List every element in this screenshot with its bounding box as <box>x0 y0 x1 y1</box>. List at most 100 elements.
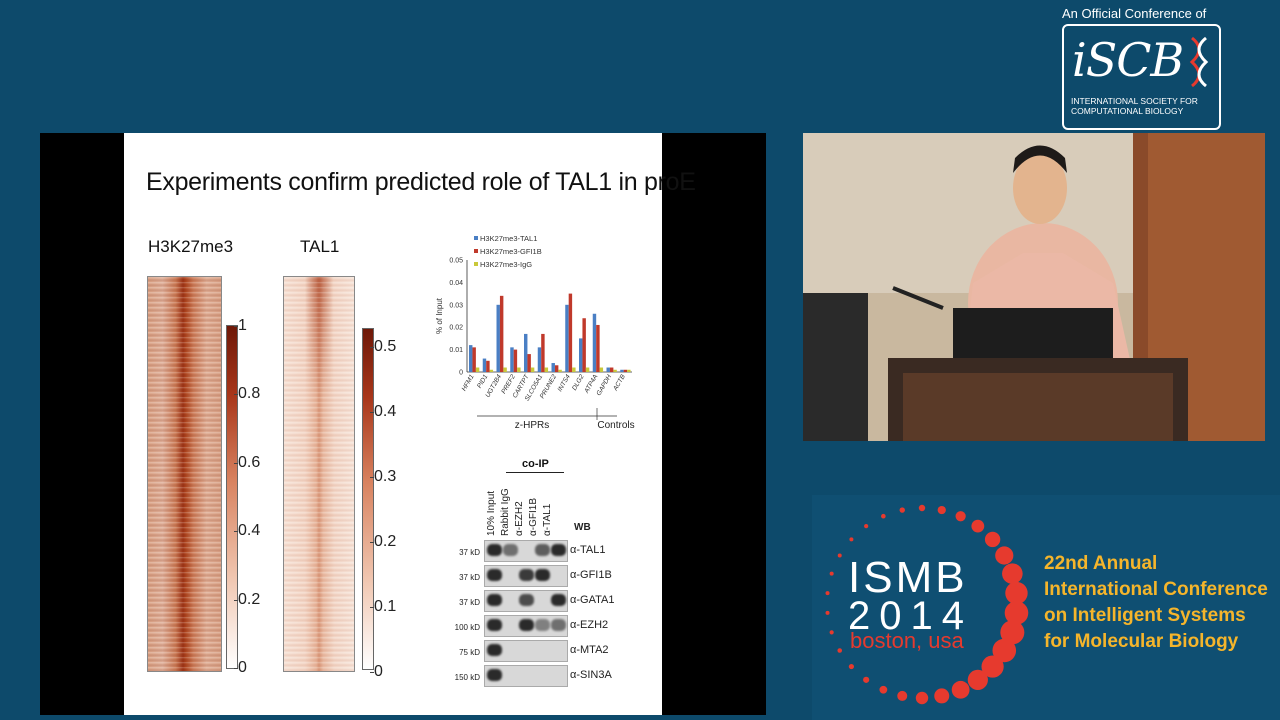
ismb-dot <box>1000 620 1025 645</box>
chart-bar <box>499 295 504 372</box>
heatmap1-label: H3K27me3 <box>148 237 234 256</box>
ismb-dot <box>934 688 950 704</box>
colorbar-tick-mark <box>234 531 238 533</box>
conference-line-4: for Molecular Biology <box>1044 631 1239 652</box>
colorbar-2 <box>362 328 374 670</box>
colorbar-tick-mark <box>370 672 374 673</box>
ismb-city: boston, usa <box>850 628 964 653</box>
colorbar-tick: 0.5 <box>374 338 397 355</box>
chart-bar <box>627 369 631 372</box>
colorbar-tick: 0.6 <box>238 453 261 471</box>
chart-ytick: 0.04 <box>449 280 463 287</box>
ismb-dot <box>967 669 988 690</box>
chart-bar <box>592 313 597 372</box>
coip-header: co-IP <box>522 458 549 470</box>
ismb-year: 2014 <box>848 594 973 638</box>
ismb-dot <box>825 610 830 615</box>
colorbar-tick: 0.4 <box>374 403 397 420</box>
blot-row <box>484 665 568 687</box>
colorbar-tick: 0.3 <box>374 468 397 485</box>
chart-bar <box>544 367 549 372</box>
ismb-dot <box>1004 601 1029 625</box>
chart-bar <box>623 369 628 372</box>
blot-row <box>484 540 568 562</box>
ismb-dot <box>995 546 1014 565</box>
ismb-panel <box>812 495 1280 720</box>
blot-band <box>551 594 566 606</box>
chart-xtick: INTS4 <box>557 373 572 393</box>
h3k27me3-heatmap <box>147 276 222 672</box>
chart-bar <box>513 349 518 372</box>
chart-xtick: PID1 <box>476 373 489 389</box>
blot-band <box>487 594 502 606</box>
group-label-zhprs: z-HPRs <box>515 420 549 431</box>
blot-band <box>519 594 534 606</box>
blot-kd-label: 100 kD <box>454 623 480 632</box>
blot-antibody-label: α-EZH2 <box>570 619 609 631</box>
colorbar-tick: 0.8 <box>238 385 261 403</box>
ismb-dot <box>1002 563 1023 584</box>
blot-antibody-label: α-GATA1 <box>570 594 615 606</box>
ismb-dot <box>837 553 842 558</box>
colorbar-tick-mark <box>370 347 374 348</box>
colorbar-tick-mark <box>370 412 374 413</box>
blot-band <box>487 569 502 581</box>
chart-bar <box>482 358 487 372</box>
blot-antibody-label: α-TAL1 <box>570 544 606 556</box>
chart-bar <box>475 367 480 372</box>
blot-kd-label: 37 kD <box>459 548 480 557</box>
colorbar-tick-mark <box>370 607 374 608</box>
chart-ytick: 0.05 <box>449 258 463 265</box>
chart-bar <box>517 367 521 372</box>
chart-ytick: 0.03 <box>449 302 463 309</box>
wb-label: WB <box>574 522 591 533</box>
colorbar-tick-mark <box>234 326 238 327</box>
chart-bar <box>537 347 542 372</box>
iscb-subtitle-1: INTERNATIONAL SOCIETY FOR <box>1071 96 1198 106</box>
chart-bar <box>606 367 610 372</box>
ismb-dot <box>951 680 970 699</box>
blot-kd-label: 37 kD <box>459 573 480 582</box>
colorbar-tick: 0.4 <box>238 522 261 540</box>
chart-ytick: 0.02 <box>449 325 463 332</box>
speaker-video <box>803 133 1265 441</box>
ismb-dot <box>829 630 834 635</box>
iscb-wordmark: iSCB <box>1072 33 1184 87</box>
chart-bar <box>524 333 528 372</box>
conference-line-2: International Conference <box>1044 579 1268 600</box>
slide-title: Experiments confirm predicted role of TA… <box>146 168 696 196</box>
legend-label: H3K27me3-IgG <box>480 260 532 269</box>
ismb-dot <box>971 519 985 533</box>
colorbar-tick: 1 <box>238 317 247 334</box>
chart-bar <box>585 367 590 372</box>
coip-divider <box>506 472 564 473</box>
chart-ytick: 0 <box>459 370 463 377</box>
ismb-dot <box>825 591 830 596</box>
ismb-dot <box>955 511 966 522</box>
blot-band <box>535 619 550 631</box>
chart-xtick: ACTB <box>612 373 628 393</box>
chart-ylabel: % of Input <box>435 297 444 334</box>
chart-bar <box>530 367 535 372</box>
blot-band <box>535 544 550 556</box>
chart-bar <box>582 318 586 372</box>
ismb-dot <box>992 638 1017 663</box>
colorbar-tick: 0.2 <box>374 533 397 550</box>
ismb-dot <box>984 531 1001 548</box>
blot-band <box>487 619 502 631</box>
ismb-dots-logo <box>825 504 1029 705</box>
blot-band <box>535 569 550 581</box>
dna-helix-icon <box>1188 36 1210 93</box>
ismb-dot <box>915 691 929 705</box>
colorbar-1 <box>226 325 238 669</box>
chart-bar <box>527 354 531 372</box>
chart-bar <box>489 369 494 372</box>
blot-kd-label: 150 kD <box>454 673 480 682</box>
chart-bar <box>510 347 514 372</box>
chart-bar <box>541 333 545 372</box>
blot-band <box>503 544 518 556</box>
colorbar-tick: 0.1 <box>374 598 397 615</box>
chart-bar <box>551 363 555 372</box>
legend-swatch <box>474 262 478 266</box>
